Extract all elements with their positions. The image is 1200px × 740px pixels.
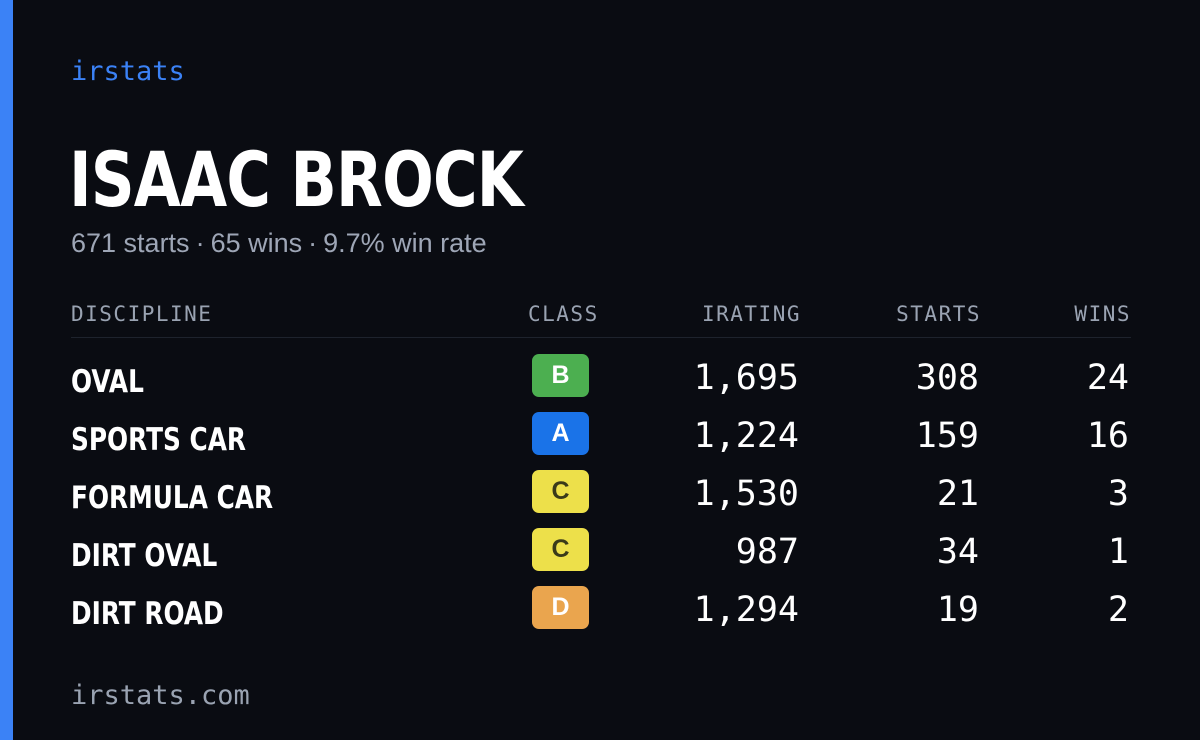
class-badge: A (532, 412, 589, 455)
table-row: DIRT ROAD D 1,294 19 2 (0, 586, 1200, 644)
starts-value: 159 (915, 416, 979, 456)
wins-value: 16 (1086, 416, 1129, 456)
driver-name: ISAAC BROCK (69, 135, 524, 224)
irating-value: 1,224 (693, 416, 799, 456)
summary-win-rate: 9.7% win rate (323, 228, 487, 258)
discipline-name: FORMULA CAR (71, 480, 274, 516)
table-row: DIRT OVAL C 987 34 1 (0, 528, 1200, 586)
summary-wins: 65 wins (210, 228, 303, 258)
summary-starts: 671 starts (71, 228, 190, 258)
header-divider (71, 337, 1131, 338)
class-badge: D (532, 586, 589, 629)
starts-value: 19 (936, 590, 979, 630)
irating-value: 1,695 (693, 358, 799, 398)
irating-value: 1,530 (693, 474, 799, 514)
table-row: FORMULA CAR C 1,530 21 3 (0, 470, 1200, 528)
irating-value: 1,294 (693, 590, 799, 630)
summary-separator: · (308, 228, 318, 258)
header-class: CLASS (528, 302, 599, 326)
wins-value: 2 (1107, 590, 1129, 630)
summary-separator: · (195, 228, 205, 258)
discipline-name: DIRT OVAL (71, 538, 218, 574)
class-badge: C (532, 528, 589, 571)
starts-value: 308 (915, 358, 979, 398)
wins-value: 1 (1107, 532, 1129, 572)
accent-bar (0, 0, 13, 740)
discipline-name: DIRT ROAD (71, 596, 224, 632)
discipline-name: OVAL (71, 364, 144, 400)
table-row: SPORTS CAR A 1,224 159 16 (0, 412, 1200, 470)
class-badge: C (532, 470, 589, 513)
header-irating: IRATING (701, 302, 801, 326)
irating-value: 987 (735, 532, 799, 572)
driver-summary: 671 starts · 65 wins · 9.7% win rate (71, 228, 487, 259)
starts-value: 34 (936, 532, 979, 572)
wins-value: 3 (1107, 474, 1129, 514)
footer-site-link[interactable]: irstats.com (71, 680, 250, 711)
wins-value: 24 (1086, 358, 1129, 398)
starts-value: 21 (936, 474, 979, 514)
brand-logo[interactable]: irstats (71, 56, 185, 87)
header-discipline: DISCIPLINE (71, 302, 213, 326)
header-wins: WINS (1074, 302, 1131, 326)
table-row: OVAL B 1,695 308 24 (0, 354, 1200, 412)
discipline-name: SPORTS CAR (71, 422, 247, 458)
class-badge: B (532, 354, 589, 397)
header-starts: STARTS (896, 302, 981, 326)
